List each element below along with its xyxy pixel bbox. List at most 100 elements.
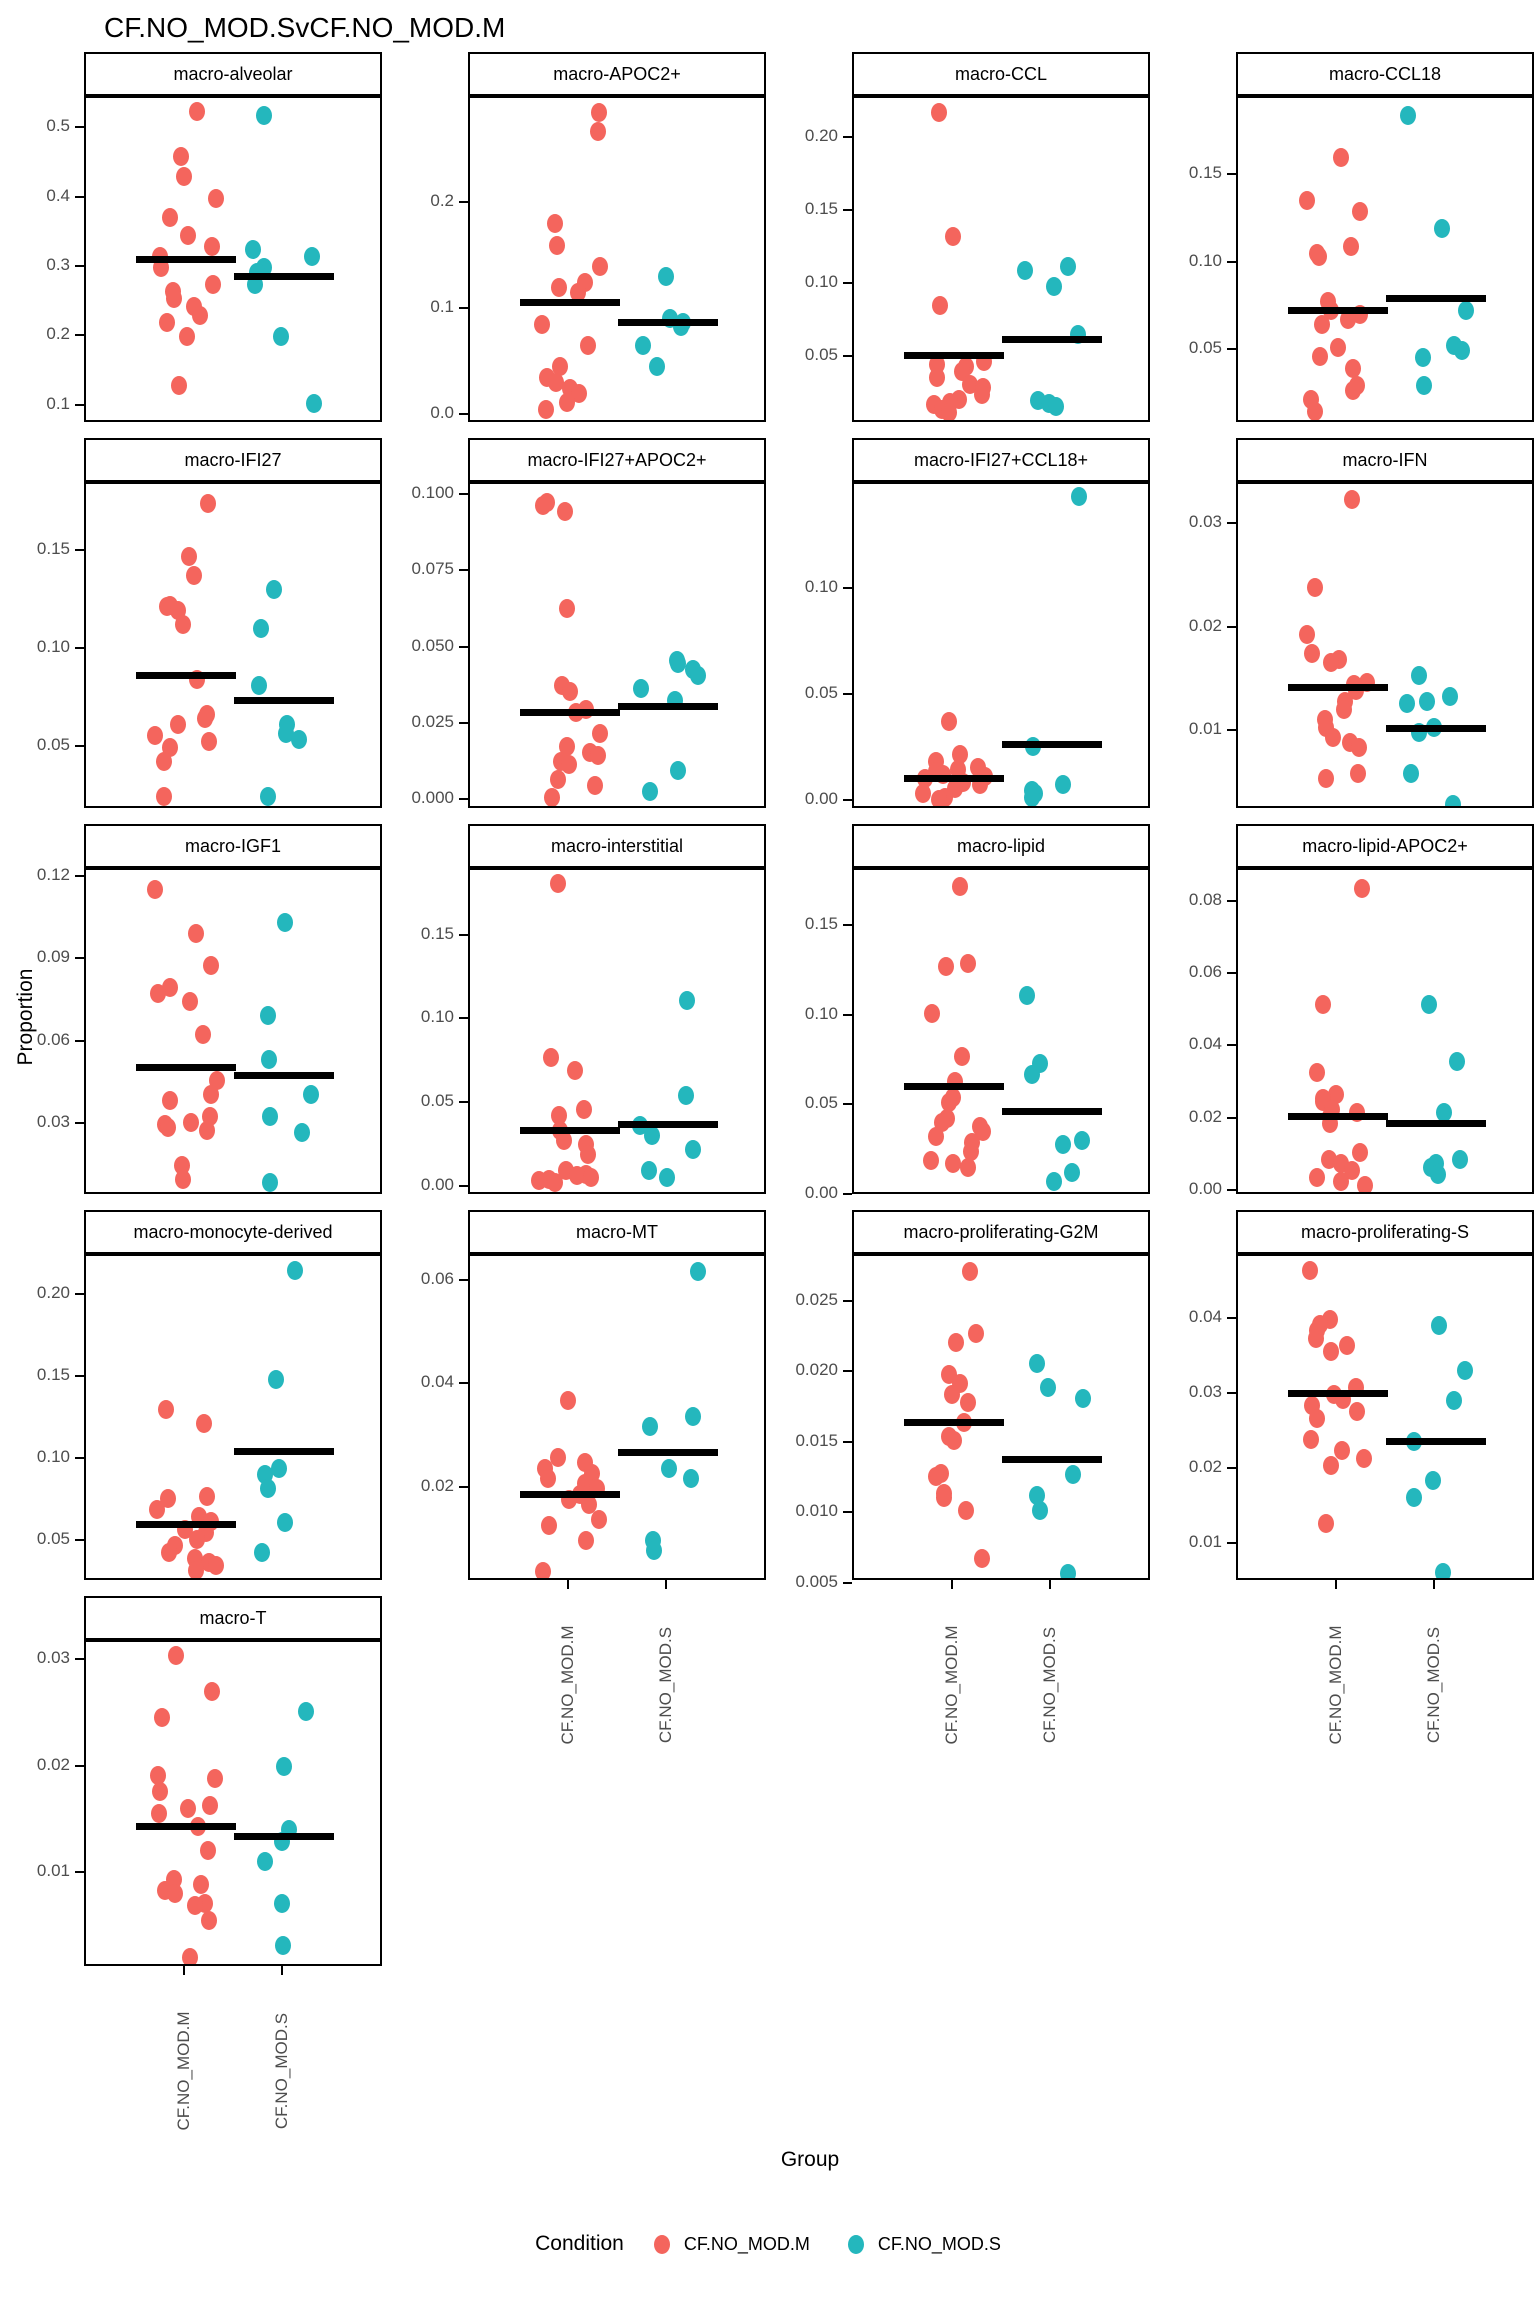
facet-macro-proliferating-S: macro-proliferating-S 0.01 0.02 0.03 0.04 CF.…: [1152, 1210, 1536, 1796]
y-tick-mark: [75, 744, 84, 747]
legend: Condition CF.NO_MOD.M CF.NO_MOD.S: [0, 2232, 1536, 2256]
y-tick-mark: [843, 1440, 852, 1443]
y-tick-label: 0.02: [1188, 1456, 1222, 1476]
facet-macro-lipid-APOC2+: macro-lipid-APOC2+ 0.00 0.02 0.04 0.06 0.08: [1152, 824, 1536, 1210]
data-point: [538, 399, 555, 419]
y-tick-mark: [75, 646, 84, 649]
median-bar: [618, 1120, 719, 1128]
data-point: [1298, 624, 1315, 644]
y-tick-mark: [75, 549, 84, 552]
data-point: [192, 1875, 209, 1895]
data-point: [1400, 105, 1417, 125]
legend-entry-CF.NO_MOD.M: CF.NO_MOD.M: [653, 2234, 810, 2255]
data-point: [685, 1139, 702, 1159]
y-tick-label: 0.4: [46, 185, 70, 205]
y-tick-label: 0.000: [411, 787, 454, 807]
data-point: [159, 1488, 176, 1508]
y-tick-mark: [843, 1013, 852, 1016]
y-axis-title: Proportion: [14, 968, 37, 1066]
y-tick-label: 0.020: [795, 1360, 838, 1380]
data-point: [176, 166, 193, 186]
data-point: [206, 1768, 223, 1788]
median-bar: [1287, 684, 1388, 692]
median-bar: [135, 1063, 236, 1071]
data-point: [973, 385, 990, 405]
y-tick-label: 0.03: [36, 1111, 70, 1131]
median-bar: [234, 697, 335, 705]
data-point: [1351, 738, 1368, 758]
data-point: [1064, 1465, 1081, 1485]
data-point: [1070, 487, 1087, 507]
facet-panel: [1236, 482, 1534, 808]
y-tick-mark: [1227, 1391, 1236, 1394]
y-tick-label: 0.2: [46, 324, 70, 344]
data-point: [1023, 1064, 1040, 1084]
data-point: [1327, 1085, 1344, 1105]
data-point: [579, 1144, 596, 1164]
data-point: [293, 1123, 310, 1143]
y-tick-mark: [459, 645, 468, 648]
data-point: [635, 336, 652, 356]
data-point: [1303, 1430, 1320, 1450]
median-bar: [903, 351, 1004, 359]
facet-macro-alveolar: macro-alveolar 0.1 0.2 0.3 0.4 0.5: [0, 52, 384, 438]
data-point: [1301, 1261, 1318, 1281]
data-point: [271, 1458, 288, 1478]
y-tick-label: 0.0: [430, 402, 454, 422]
y-tick-label: 0.06: [36, 1029, 70, 1049]
y-tick-label: 0.05: [804, 345, 838, 365]
facet-panel: [84, 868, 382, 1194]
y-tick-mark: [843, 1193, 852, 1195]
data-point: [199, 1486, 216, 1506]
data-point: [266, 579, 283, 599]
data-point: [208, 189, 225, 209]
data-point: [938, 957, 955, 977]
data-point: [958, 1500, 975, 1520]
x-tick-mark: [1433, 1580, 1436, 1589]
y-tick-label: 0.005: [795, 1571, 838, 1591]
y-tick-label: 0.04: [1188, 1034, 1222, 1054]
y-tick-label: 0.15: [36, 1364, 70, 1384]
y-tick-label: 0.02: [1188, 1106, 1222, 1126]
y-tick-mark: [843, 1581, 852, 1584]
data-point: [551, 277, 568, 297]
median-bar: [234, 273, 335, 281]
data-point: [580, 336, 597, 356]
data-point: [170, 375, 187, 395]
data-point: [1047, 396, 1064, 416]
data-point: [174, 1170, 191, 1190]
median-bar: [1002, 740, 1103, 748]
x-tick-mark: [950, 1580, 953, 1589]
data-point: [1322, 1341, 1339, 1361]
data-point: [151, 1804, 168, 1824]
y-tick-mark: [75, 875, 84, 878]
data-point: [1075, 1389, 1092, 1409]
facet-strip-label: macro-IFI27: [184, 449, 282, 470]
data-point: [1333, 1441, 1350, 1461]
data-point: [931, 103, 948, 123]
y-tick-mark: [843, 586, 852, 589]
median-bar: [234, 1071, 335, 1079]
data-point: [276, 912, 293, 932]
facet-strip: macro-IFI27+APOC2+: [468, 438, 766, 482]
y-tick-label: 0.1: [430, 296, 454, 316]
facet-panel: [468, 482, 766, 808]
median-bar: [135, 1520, 236, 1528]
data-point: [934, 1113, 951, 1133]
data-point: [149, 1765, 166, 1785]
data-point: [259, 1478, 276, 1498]
data-point: [658, 267, 675, 287]
data-point: [1320, 1150, 1337, 1170]
data-point: [1402, 764, 1419, 784]
y-tick-mark: [75, 1764, 84, 1767]
data-point: [179, 1798, 196, 1818]
x-tick-label: CF.NO_MOD.S: [272, 2012, 292, 2130]
data-point: [541, 1515, 558, 1535]
data-point: [1344, 1161, 1361, 1181]
facet-strip: macro-APOC2+: [468, 52, 766, 96]
y-tick-label: 0.15: [420, 923, 454, 943]
y-tick-label: 0.08: [1188, 889, 1222, 909]
data-point: [929, 367, 946, 387]
y-tick-label: 0.10: [36, 636, 70, 656]
data-point: [1313, 315, 1330, 335]
